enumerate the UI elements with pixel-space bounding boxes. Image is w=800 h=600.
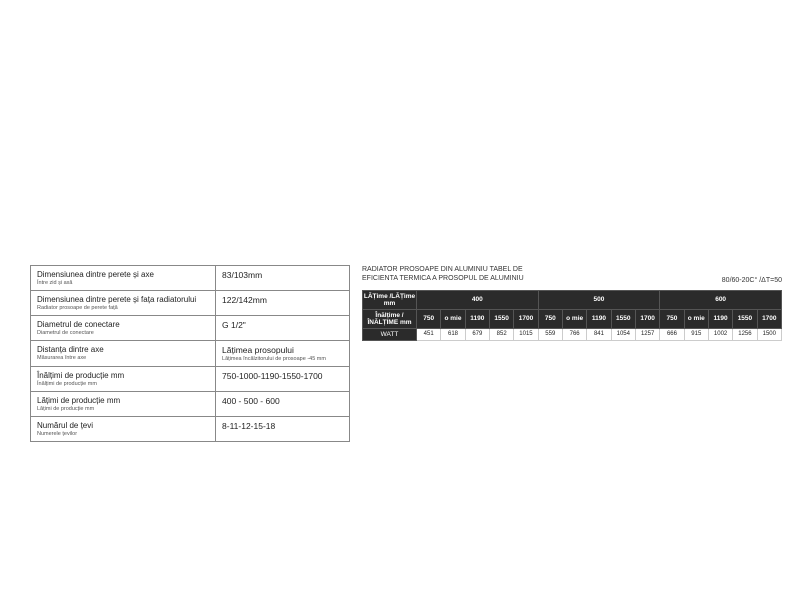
efficiency-header: RADIATOR PROSOAPE DIN ALUMINIU TABEL DE …	[362, 265, 782, 284]
height-col: 1550	[733, 309, 757, 328]
spec-label: Dimensiunea dintre perete și fața radiat…	[37, 295, 209, 304]
table-row: Dimensiunea dintre perete și fața radiat…	[31, 291, 350, 316]
spec-value: 750-1000-1190-1550-1700	[222, 371, 343, 381]
spec-value: G 1/2"	[222, 320, 343, 330]
efficiency-title-2: EFICIENTA TERMICA A PROSOPUL DE ALUMINIU	[362, 274, 524, 283]
width-col: 600	[660, 290, 782, 309]
spec-value: 400 - 500 - 600	[222, 396, 343, 406]
spec-subvalue: Lățimea încălzitorului de prosoape -45 m…	[222, 356, 343, 362]
width-header: LĂȚime /LĂȚime mm	[363, 290, 417, 309]
spec-label: Distanța dintre axe	[37, 345, 209, 354]
height-col: 1700	[757, 309, 781, 328]
watt-cell: 559	[538, 328, 562, 340]
spec-sublabel: Numerele țevilor	[37, 431, 209, 437]
spec-sublabel: Înălțimi de producție mm	[37, 381, 209, 387]
efficiency-condition: 80/60-20C° /ΔT=50	[722, 277, 782, 284]
height-col: 1550	[489, 309, 513, 328]
spec-value: 8-11-12-15-18	[222, 421, 343, 431]
watt-cell: 1054	[611, 328, 635, 340]
watt-cell: 618	[441, 328, 465, 340]
watt-row-label: WATT	[363, 328, 417, 340]
height-col: 1550	[611, 309, 635, 328]
spec-sublabel: Între zid și axă	[37, 280, 209, 286]
height-col: 750	[660, 309, 684, 328]
height-col: 1190	[708, 309, 732, 328]
efficiency-section: RADIATOR PROSOAPE DIN ALUMINIU TABEL DE …	[362, 265, 782, 341]
efficiency-table: LĂȚime /LĂȚime mm 400 500 600 Înălțime /…	[362, 290, 782, 341]
height-col: o mie	[684, 309, 708, 328]
watt-cell: 679	[465, 328, 489, 340]
content-container: Dimensiunea dintre perete și axeÎntre zi…	[30, 265, 782, 442]
height-col: 1700	[514, 309, 538, 328]
watt-cell: 1002	[708, 328, 732, 340]
table-row: Diametrul de conectareDiametrul de conec…	[31, 316, 350, 341]
watt-cell: 666	[660, 328, 684, 340]
watt-cell: 841	[587, 328, 611, 340]
height-col: 750	[538, 309, 562, 328]
height-col: 1190	[587, 309, 611, 328]
width-col: 400	[417, 290, 539, 309]
spec-sublabel: Măsurarea între axe	[37, 355, 209, 361]
watt-cell: 1015	[514, 328, 538, 340]
table-row: Dimensiunea dintre perete și axeÎntre zi…	[31, 266, 350, 291]
spec-sublabel: Diametrul de conectare	[37, 330, 209, 336]
spec-label: Înălțimi de producție mm	[37, 371, 209, 380]
watt-cell: 1257	[635, 328, 659, 340]
table-row: Înălțimi de producție mmÎnălțimi de prod…	[31, 367, 350, 392]
efficiency-title-1: RADIATOR PROSOAPE DIN ALUMINIU TABEL DE	[362, 265, 524, 274]
watt-cell: 1256	[733, 328, 757, 340]
spec-label: Numărul de țevi	[37, 421, 209, 430]
width-col: 500	[538, 290, 660, 309]
table-row: Distanța dintre axeMăsurarea între axe L…	[31, 341, 350, 367]
watt-cell: 915	[684, 328, 708, 340]
spec-value: 83/103mm	[222, 270, 343, 280]
height-header: Înălțime /ÎNĂLȚIME mm	[363, 309, 417, 328]
spec-sublabel: Radiator prosoape de perete față	[37, 305, 209, 311]
table-row: Numărul de țeviNumerele țevilor 8-11-12-…	[31, 417, 350, 442]
spec-table: Dimensiunea dintre perete și axeÎntre zi…	[30, 265, 350, 442]
spec-label: Diametrul de conectare	[37, 320, 209, 329]
watt-cell: 451	[417, 328, 441, 340]
spec-sublabel: Lățimi de producție mm	[37, 406, 209, 412]
spec-label: Dimensiunea dintre perete și axe	[37, 270, 209, 279]
spec-label: Lățimi de producție mm	[37, 396, 209, 405]
spec-value: Lățimea prosopului	[222, 345, 343, 355]
height-col: 1700	[635, 309, 659, 328]
spec-value: 122/142mm	[222, 295, 343, 305]
table-row: Lățimi de producție mmLățimi de producți…	[31, 392, 350, 417]
height-col: o mie	[441, 309, 465, 328]
height-col: 1190	[465, 309, 489, 328]
watt-cell: 766	[562, 328, 586, 340]
watt-cell: 1500	[757, 328, 781, 340]
height-col: o mie	[562, 309, 586, 328]
watt-cell: 852	[489, 328, 513, 340]
height-col: 750	[417, 309, 441, 328]
